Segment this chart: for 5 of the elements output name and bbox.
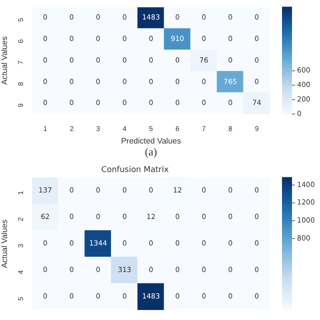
y-axis-title: Actual Values: [0, 36, 10, 85]
text: (a): [144, 146, 158, 158]
chart-title: Confusion Matrix: [101, 164, 170, 174]
x-axis-title: Predicted Values: [121, 136, 181, 146]
y-axis-title: Actual Values: [0, 220, 10, 268]
